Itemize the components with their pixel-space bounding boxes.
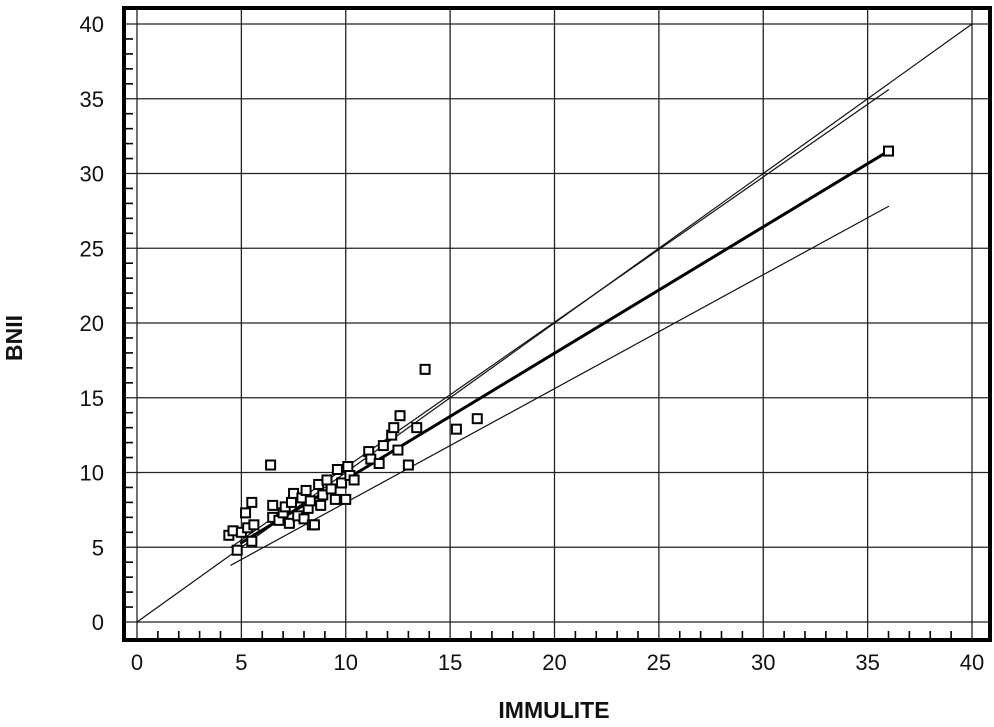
data-point xyxy=(317,489,329,501)
y-tick-label: 25 xyxy=(80,236,104,261)
plot-border xyxy=(122,6,992,642)
x-tick-label: 15 xyxy=(438,650,462,675)
y-axis-title: BNII xyxy=(1,315,27,361)
plot-frame xyxy=(122,6,992,642)
data-point xyxy=(285,496,297,508)
data-point xyxy=(248,519,260,531)
data-point xyxy=(336,477,348,489)
data-point xyxy=(348,474,360,486)
x-tick-label: 0 xyxy=(131,650,143,675)
data-point xyxy=(394,410,406,422)
data-point xyxy=(388,422,400,434)
data-point xyxy=(321,474,333,486)
data-point xyxy=(392,444,404,456)
data-point xyxy=(402,459,414,471)
data-point xyxy=(411,422,423,434)
data-point xyxy=(298,513,310,525)
x-tick-label: 20 xyxy=(542,650,566,675)
data-point xyxy=(450,423,462,435)
data-point xyxy=(265,459,277,471)
data-point xyxy=(331,464,343,476)
y-tick-label: 15 xyxy=(80,386,104,411)
data-point xyxy=(342,461,354,473)
y-tick-label: 5 xyxy=(92,535,104,560)
y-tick-label: 20 xyxy=(80,311,104,336)
data-point xyxy=(304,495,316,507)
data-point xyxy=(340,493,352,505)
y-tick-label: 30 xyxy=(80,162,104,187)
data-point xyxy=(325,483,337,495)
data-point xyxy=(373,458,385,470)
lower-bound-line xyxy=(230,205,890,566)
y-tick-label: 10 xyxy=(80,461,104,486)
data-point xyxy=(315,499,327,511)
x-tick-label: 40 xyxy=(960,650,984,675)
data-point xyxy=(240,507,252,519)
x-axis-title: IMMULITE xyxy=(498,697,609,722)
data-point xyxy=(300,484,312,496)
data-point xyxy=(308,519,320,531)
x-tick-label: 10 xyxy=(334,650,358,675)
data-point xyxy=(267,499,279,511)
tick-labels: 0 5 10 15 20 25 30 35 40 0 5 10 15 20 25 30 35 40 xyxy=(80,12,985,675)
x-tick-label: 25 xyxy=(647,650,671,675)
y-tick-label: 0 xyxy=(92,610,104,635)
axis-ticks xyxy=(124,38,952,640)
data-point xyxy=(419,363,431,375)
data-point xyxy=(883,145,894,157)
x-tick-label: 35 xyxy=(855,650,879,675)
data-point xyxy=(283,517,295,529)
y-tick-label: 35 xyxy=(80,87,104,112)
x-tick-label: 30 xyxy=(751,650,775,675)
data-point xyxy=(471,413,483,425)
data-point xyxy=(246,496,258,508)
data-points xyxy=(223,145,894,556)
data-point xyxy=(231,544,243,556)
grid xyxy=(124,8,990,640)
data-point xyxy=(329,493,341,505)
data-point xyxy=(246,535,258,547)
x-tick-label: 5 xyxy=(235,650,247,675)
y-tick-label: 40 xyxy=(80,12,104,37)
data-point xyxy=(377,440,389,452)
